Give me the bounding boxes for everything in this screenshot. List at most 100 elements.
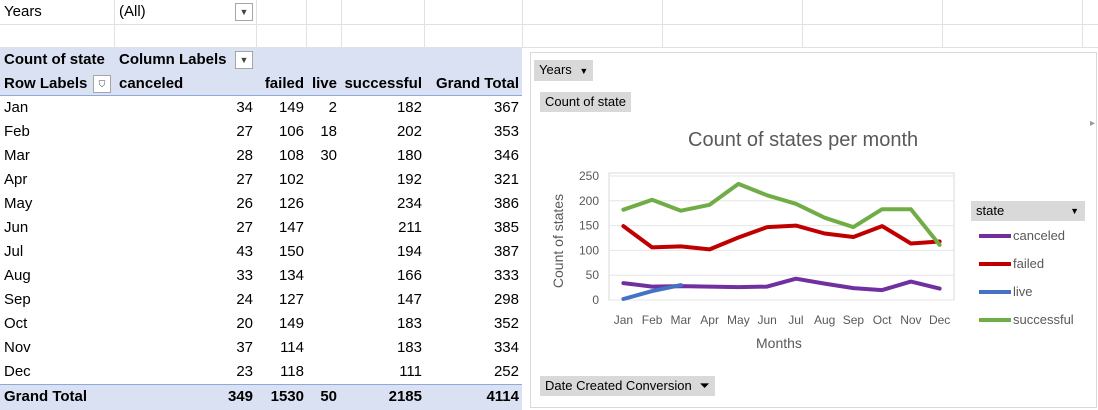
cell-total: 352 <box>493 315 519 332</box>
legend-item-live: live <box>979 284 1033 299</box>
x-tick-label: Nov <box>900 313 921 327</box>
cell-canceled: 28 <box>236 147 253 164</box>
chart-title: Count of states per month <box>688 129 919 151</box>
y-tick-label: 250 <box>579 169 599 183</box>
cell-total: 367 <box>493 99 519 116</box>
cell-failed: 126 <box>278 195 304 212</box>
row-month: Oct <box>4 315 28 332</box>
grand-total-band <box>0 384 522 410</box>
legend-item-successful: successful <box>979 312 1074 327</box>
y-tick-label: 100 <box>579 243 599 257</box>
x-axis-title: Months <box>756 335 802 351</box>
cell-total: 252 <box>493 363 519 380</box>
pivot-header-band <box>0 48 522 96</box>
filter-value: (All) <box>119 3 146 20</box>
legend-swatch-canceled <box>979 233 1011 238</box>
legend-state-dropdown[interactable]: state ▼ <box>971 201 1085 221</box>
chevron-down-icon: ▼ <box>1070 206 1079 216</box>
cell-canceled: 43 <box>236 243 253 260</box>
cell-total: 386 <box>493 195 519 212</box>
cell-total: 353 <box>493 123 519 140</box>
legend-swatch-live <box>979 289 1011 294</box>
chevron-down-icon: ▼ <box>579 66 589 76</box>
years-field-label: Years <box>539 62 572 77</box>
grand-total-total: 4114 <box>486 388 519 405</box>
cell-total: 321 <box>493 171 519 188</box>
col-header-live: live <box>311 75 337 92</box>
chevron-down-icon: ▼ <box>239 55 249 65</box>
y-tick-label: 0 <box>592 293 599 307</box>
filter-dropdown-button[interactable]: ▼ <box>235 3 253 21</box>
cell-successful: 183 <box>396 315 422 332</box>
x-tick-label: Mar <box>671 313 692 327</box>
cell-successful: 147 <box>396 291 422 308</box>
cell-failed: 149 <box>278 99 304 116</box>
filter-icon: ⛉ <box>98 78 106 89</box>
cell-failed: 134 <box>278 267 304 284</box>
legend-label: canceled <box>1013 228 1066 243</box>
cell-total: 346 <box>493 147 519 164</box>
row-month: Apr <box>4 171 28 188</box>
cell-failed: 108 <box>278 147 304 164</box>
pivot-row-labels: Row Labels <box>4 75 88 92</box>
cell-canceled: 33 <box>236 267 253 284</box>
legend-title: state <box>976 203 1005 218</box>
years-field-button[interactable]: Years ▼ <box>534 60 594 81</box>
cell-successful: 202 <box>396 123 422 140</box>
grand-total-live: 50 <box>320 388 337 405</box>
cell-canceled: 27 <box>236 123 253 140</box>
grand-total-successful: 2185 <box>388 388 422 405</box>
row-month: Dec <box>4 363 31 380</box>
cell-total: 334 <box>493 339 519 356</box>
cell-total: 385 <box>493 219 519 236</box>
cell-successful: 111 <box>399 363 422 380</box>
row-month: Sep <box>4 291 31 308</box>
row-month: May <box>4 195 33 212</box>
grand-total-label: Grand Total <box>4 388 88 405</box>
legend-swatch-failed <box>979 261 1011 266</box>
cell-failed: 118 <box>280 363 304 380</box>
y-tick-label: 200 <box>579 194 599 208</box>
series-line-failed <box>621 223 942 252</box>
cell-canceled: 20 <box>236 315 253 332</box>
pivot-header-border <box>0 95 522 96</box>
cell-total: 298 <box>493 291 519 308</box>
x-tick-label: Jan <box>614 313 633 327</box>
cell-successful: 234 <box>396 195 422 212</box>
row-month: Nov <box>4 339 31 356</box>
legend-label: live <box>1013 284 1033 299</box>
row-month: Jul <box>4 243 24 260</box>
cell-successful: 166 <box>396 267 422 284</box>
cell-canceled: 27 <box>236 219 253 236</box>
legend-label: failed <box>1013 256 1045 271</box>
col-header-canceled: canceled <box>119 75 184 92</box>
cell-canceled: 26 <box>236 195 253 212</box>
series-line-successful <box>621 181 942 247</box>
row-labels-filter-button[interactable]: ⛉ <box>93 75 111 93</box>
pivot-chart[interactable]: Years ▼ Count of state Count of states p… <box>530 52 1097 408</box>
chevron-down-icon: ▼ <box>239 7 249 17</box>
scroll-marker-icon: ▸ <box>1090 118 1096 129</box>
grand-total-failed: 1530 <box>270 388 304 405</box>
col-header-grand-total: Grand Total <box>435 75 519 92</box>
cell-failed: 114 <box>280 339 304 356</box>
grand-total-canceled: 349 <box>227 388 253 405</box>
x-tick-label: Jun <box>757 313 776 327</box>
x-tick-label: Oct <box>873 313 892 327</box>
cell-canceled: 24 <box>236 291 253 308</box>
x-tick-label: Apr <box>700 313 719 327</box>
row-month: Mar <box>4 147 30 164</box>
cell-live: 2 <box>328 99 337 116</box>
x-tick-label: May <box>727 313 750 327</box>
plot-area: 0 50 100 150 200 250 Jan Feb Mar Apr May Jun Jul Aug S… <box>579 169 955 327</box>
col-header-failed: failed <box>264 75 304 92</box>
legend-item-failed: failed <box>979 256 1044 271</box>
date-created-field-button[interactable]: Date Created Conversion ⏷ <box>540 376 715 396</box>
y-tick-label: 150 <box>579 219 599 233</box>
y-tick-label: 50 <box>586 268 600 282</box>
count-field-button[interactable]: Count of state <box>540 92 631 112</box>
date-field-label: Date Created Conversion <box>545 378 692 393</box>
pivot-count-label: Count of state <box>4 51 105 68</box>
column-labels-dropdown[interactable]: ▼ <box>235 51 253 69</box>
row-month: Jan <box>4 99 29 116</box>
